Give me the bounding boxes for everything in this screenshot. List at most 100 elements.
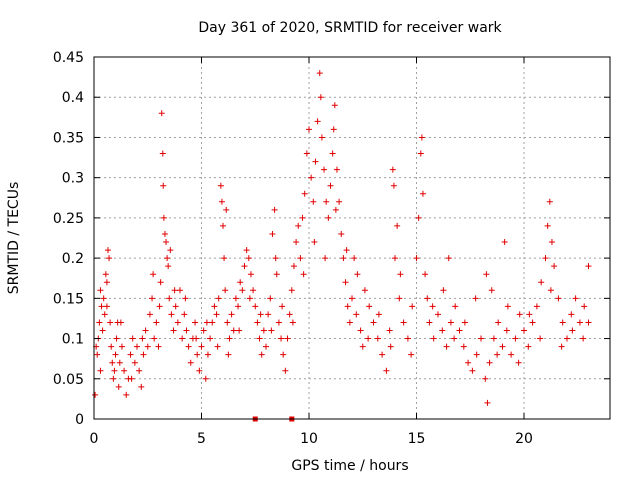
plot-frame — [93, 56, 611, 420]
data-point — [198, 343, 205, 350]
data-point — [303, 150, 310, 157]
data-point — [209, 319, 216, 326]
data-point — [488, 287, 495, 294]
data-point — [572, 295, 579, 302]
data-point — [504, 303, 511, 310]
data-point — [109, 359, 116, 366]
data-point — [558, 343, 565, 350]
data-point — [323, 198, 330, 205]
data-point — [548, 239, 555, 246]
data-point — [220, 222, 226, 229]
data-point — [295, 222, 302, 229]
data-point — [314, 118, 321, 125]
data-point — [107, 319, 114, 326]
data-point — [157, 279, 164, 286]
data-point — [580, 335, 587, 342]
data-point — [103, 279, 110, 286]
data-point — [516, 311, 523, 318]
data-point — [413, 255, 420, 262]
data-point — [183, 327, 190, 334]
data-point — [112, 351, 119, 358]
data-point — [139, 335, 146, 342]
data-point — [272, 255, 279, 262]
data-point — [555, 295, 562, 302]
data-point — [445, 255, 452, 262]
data-point — [223, 206, 230, 213]
y-tick-label: 0 — [75, 412, 84, 428]
data-point — [225, 351, 232, 358]
data-point — [469, 367, 476, 374]
data-point — [230, 327, 237, 334]
data-point — [503, 327, 510, 334]
data-point — [103, 303, 110, 310]
data-point — [104, 247, 111, 254]
data-point — [174, 319, 181, 326]
data-point — [156, 303, 163, 310]
data-point — [116, 359, 123, 366]
data-point — [353, 311, 360, 318]
data-point — [252, 303, 259, 310]
data-point — [435, 311, 441, 318]
data-point — [366, 303, 373, 310]
data-point — [529, 319, 536, 326]
data-point — [300, 271, 307, 278]
data-point — [232, 295, 239, 302]
data-point — [100, 295, 107, 302]
data-point — [429, 303, 436, 310]
data-point — [332, 206, 339, 213]
data-point — [168, 311, 175, 318]
data-point — [465, 359, 472, 366]
data-point — [490, 335, 497, 342]
y-axis-label: SRMTID / TECUs — [6, 182, 22, 295]
data-point — [273, 271, 280, 278]
data-point — [290, 263, 297, 270]
x-tick-label: 0 — [90, 431, 99, 447]
data-point — [167, 247, 174, 254]
data-point — [392, 255, 398, 262]
data-point — [171, 287, 178, 294]
x-tick-label: 5 — [197, 431, 206, 447]
data-point — [263, 343, 269, 350]
data-point — [346, 319, 353, 326]
data-point — [146, 311, 153, 318]
data-point — [461, 319, 468, 326]
data-point — [325, 214, 332, 221]
data-point — [365, 335, 372, 342]
data-point — [250, 287, 257, 294]
data-point — [546, 198, 553, 205]
data-point — [138, 383, 145, 390]
data-point — [415, 214, 422, 221]
data-point — [452, 303, 459, 310]
data-point — [318, 134, 325, 141]
data-point — [484, 399, 491, 406]
data-point — [451, 335, 458, 342]
data-point — [387, 343, 394, 350]
y-tick-label: 0.45 — [53, 50, 84, 66]
data-point — [161, 230, 168, 237]
data-point — [224, 319, 231, 326]
data-point — [329, 150, 336, 157]
data-point — [585, 319, 592, 326]
data-point — [374, 335, 381, 342]
y-tick-label: 0.05 — [53, 372, 84, 388]
data-point — [357, 327, 364, 334]
data-point — [142, 327, 149, 334]
data-point — [404, 335, 411, 342]
data-point — [336, 198, 343, 205]
data-point — [99, 327, 106, 334]
data-point — [151, 335, 158, 342]
data-point — [354, 271, 361, 278]
data-point — [526, 311, 533, 318]
data-point — [486, 359, 493, 366]
data-point — [127, 351, 134, 358]
data-point — [585, 263, 592, 270]
data-point — [293, 239, 300, 246]
data-point — [117, 319, 124, 326]
data-point — [187, 359, 194, 366]
data-point — [108, 343, 115, 350]
data-point — [408, 351, 415, 358]
data-point — [312, 158, 319, 165]
data-point — [418, 134, 425, 141]
data-point — [129, 335, 136, 342]
data-point — [118, 343, 125, 350]
